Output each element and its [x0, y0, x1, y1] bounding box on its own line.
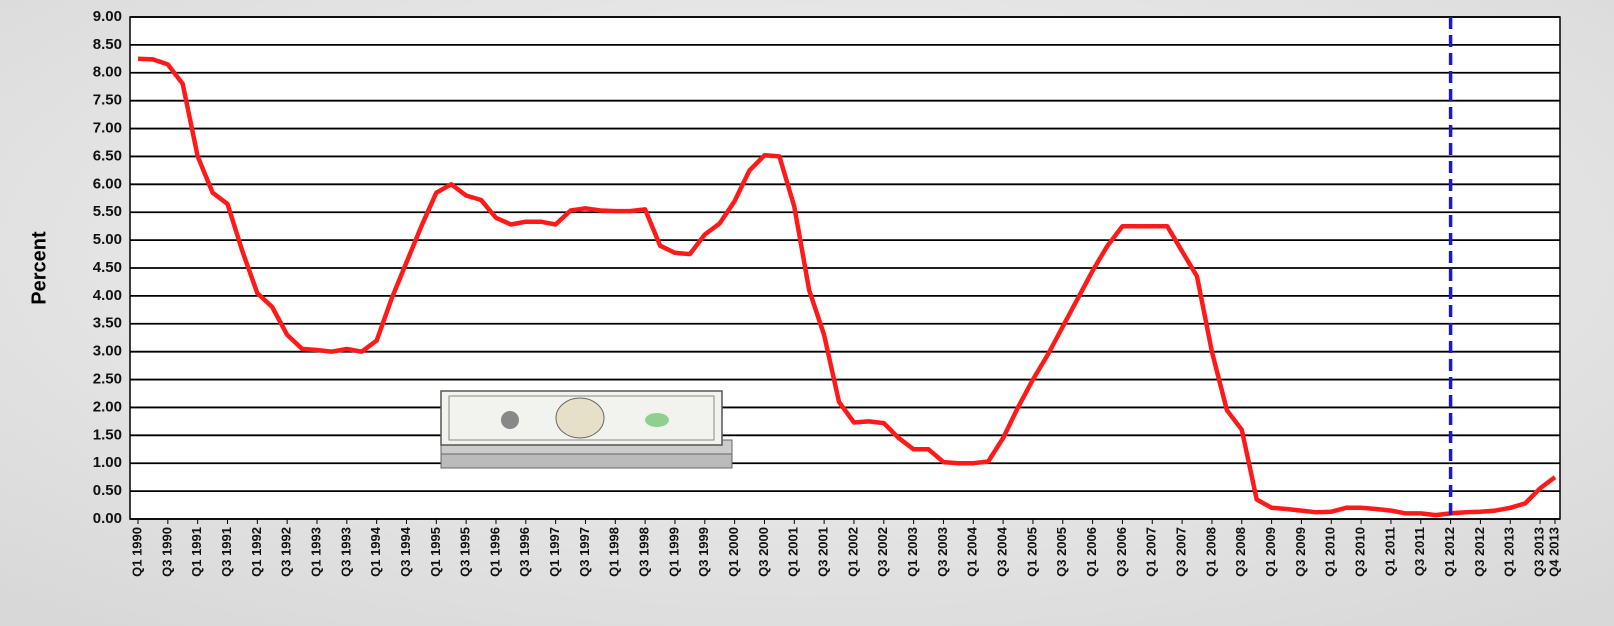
- y-tick-label: 2.50: [93, 371, 122, 388]
- y-tick-label: 5.00: [93, 231, 122, 248]
- x-tick-label: Q3 2010: [1353, 527, 1368, 577]
- x-tick-label: Q1 2002: [845, 527, 860, 577]
- y-tick-label: 6.00: [93, 175, 122, 192]
- x-tick-label: Q1 1991: [189, 527, 204, 577]
- y-tick-label: 0.50: [93, 482, 122, 499]
- x-tick-label: Q1 1997: [547, 527, 562, 577]
- x-tick-label: Q3 1994: [398, 526, 413, 577]
- x-tick-label: Q1 2012: [1442, 527, 1457, 577]
- y-tick-label: 3.50: [93, 315, 122, 332]
- y-axis-label: Percent: [28, 231, 50, 305]
- y-tick-label: 8.00: [93, 64, 122, 81]
- x-tick-label: Q3 2004: [995, 526, 1010, 577]
- x-tick-label: Q1 2011: [1382, 527, 1397, 576]
- x-tick-label: Q3 1991: [219, 527, 234, 577]
- x-tick-label: Q3 2003: [935, 527, 950, 577]
- y-tick-label: 4.50: [93, 259, 122, 276]
- x-tick-label: Q1 2003: [905, 527, 920, 577]
- y-tick-label: 1.00: [93, 454, 122, 471]
- x-tick-label: Q3 1998: [637, 527, 652, 577]
- x-tick-label: Q1 1995: [428, 527, 443, 577]
- y-tick-label: 5.50: [93, 203, 122, 220]
- x-tick-label: Q3 2006: [1114, 527, 1129, 577]
- x-tick-label: Q1 2007: [1144, 527, 1159, 577]
- x-tick-label: Q3 1996: [517, 527, 532, 577]
- x-tick-label: Q1 2013: [1502, 527, 1517, 577]
- x-tick-label: Q3 1990: [159, 527, 174, 577]
- y-tick-label: 7.50: [93, 92, 122, 109]
- x-tick-label: Q1 2008: [1203, 527, 1218, 577]
- x-tick-label: Q3 1993: [338, 527, 353, 577]
- x-tick-label: Q1 2004: [965, 526, 980, 577]
- x-tick-label: Q3 1997: [577, 527, 592, 577]
- y-tick-label: 7.00: [93, 120, 122, 137]
- x-tick-label: Q1 1996: [487, 527, 502, 577]
- x-tick-label: Q1 2001: [786, 527, 801, 577]
- y-tick-label: 1.50: [93, 426, 122, 443]
- x-tick-label: Q1 1998: [607, 527, 622, 577]
- x-tick-label: Q3 2005: [1054, 527, 1069, 577]
- x-tick-label: Q3 1999: [696, 527, 711, 577]
- x-tick-label: Q1 1993: [308, 527, 323, 577]
- line-series: [137, 56, 1557, 518]
- x-tick-label: Q3 2008: [1233, 527, 1248, 577]
- y-tick-label: 8.50: [93, 36, 122, 53]
- x-tick-label: Q1 1992: [249, 527, 264, 577]
- y-tick-label: 6.50: [93, 147, 122, 164]
- x-tick-label: Q1 2000: [726, 527, 741, 577]
- x-tick-label: Q4 2013: [1546, 527, 1561, 577]
- x-tick-label: Q1 2009: [1263, 527, 1278, 577]
- y-tick-label: 0.00: [93, 510, 122, 527]
- x-tick-label: Q3 2007: [1174, 527, 1189, 577]
- x-tick-label: Q3 2002: [875, 527, 890, 577]
- x-tick-label: Q1 2006: [1084, 527, 1099, 577]
- dollar-bills: [440, 390, 733, 469]
- x-tick-label: Q3 1992: [279, 527, 294, 577]
- x-tick-label: Q1 2005: [1024, 527, 1039, 577]
- x-tick-label: Q3 2001: [816, 527, 831, 577]
- x-tick-label: Q3 2000: [756, 527, 771, 577]
- x-tick-label: Q3 2011: [1412, 527, 1427, 576]
- x-tick-label: Q1 1999: [666, 527, 681, 577]
- x-tick-label: Q1 1994: [368, 526, 383, 577]
- x-tick-label: Q1 1990: [129, 527, 144, 577]
- y-tick-label: 3.00: [93, 343, 122, 360]
- x-tick-label: Q1 2010: [1323, 527, 1338, 577]
- x-tick-label: Q3 1995: [458, 527, 473, 577]
- y-tick-label: 9.00: [93, 8, 122, 25]
- x-tick-label: Q3 2012: [1472, 527, 1487, 577]
- y-tick-label: 4.00: [93, 287, 122, 304]
- x-tick-label: Q3 2013: [1532, 527, 1547, 577]
- y-tick-label: 2.00: [93, 398, 122, 415]
- x-tick-label: Q3 2009: [1293, 527, 1308, 577]
